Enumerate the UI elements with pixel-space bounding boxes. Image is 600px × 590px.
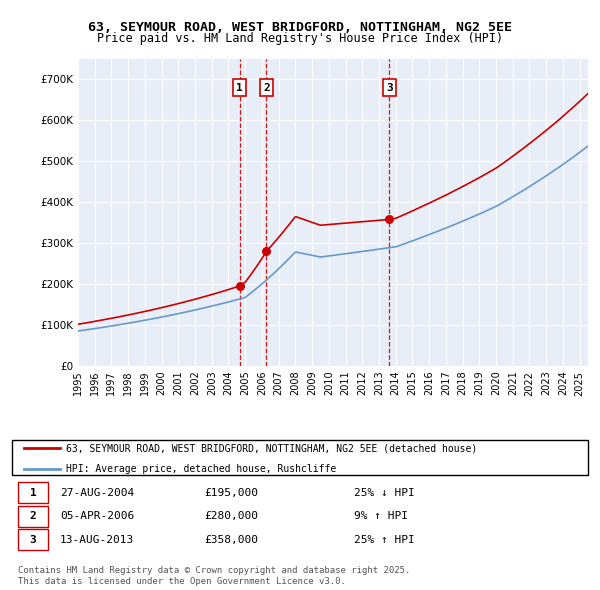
Text: £195,000: £195,000 [204, 488, 258, 497]
Text: £280,000: £280,000 [204, 512, 258, 521]
Text: 63, SEYMOUR ROAD, WEST BRIDGFORD, NOTTINGHAM, NG2 5EE (detached house): 63, SEYMOUR ROAD, WEST BRIDGFORD, NOTTIN… [66, 444, 477, 453]
Text: 27-AUG-2004: 27-AUG-2004 [60, 488, 134, 497]
Point [385, 215, 394, 224]
Text: 2: 2 [29, 512, 37, 521]
Text: 63, SEYMOUR ROAD, WEST BRIDGFORD, NOTTINGHAM, NG2 5EE: 63, SEYMOUR ROAD, WEST BRIDGFORD, NOTTIN… [88, 21, 512, 34]
Text: Contains HM Land Registry data © Crown copyright and database right 2025.
This d: Contains HM Land Registry data © Crown c… [18, 566, 410, 586]
Text: 05-APR-2006: 05-APR-2006 [60, 512, 134, 521]
Text: 2: 2 [263, 83, 270, 93]
Text: 13-AUG-2013: 13-AUG-2013 [60, 535, 134, 545]
Text: 3: 3 [386, 83, 393, 93]
Text: 1: 1 [29, 488, 37, 497]
Text: 25% ↓ HPI: 25% ↓ HPI [354, 488, 415, 497]
Text: 25% ↑ HPI: 25% ↑ HPI [354, 535, 415, 545]
Text: HPI: Average price, detached house, Rushcliffe: HPI: Average price, detached house, Rush… [66, 464, 336, 474]
Text: 1: 1 [236, 83, 243, 93]
Point [235, 281, 244, 291]
Text: 3: 3 [29, 535, 37, 545]
Text: £358,000: £358,000 [204, 535, 258, 545]
Text: Price paid vs. HM Land Registry's House Price Index (HPI): Price paid vs. HM Land Registry's House … [97, 32, 503, 45]
Text: 9% ↑ HPI: 9% ↑ HPI [354, 512, 408, 521]
Point [262, 247, 271, 256]
